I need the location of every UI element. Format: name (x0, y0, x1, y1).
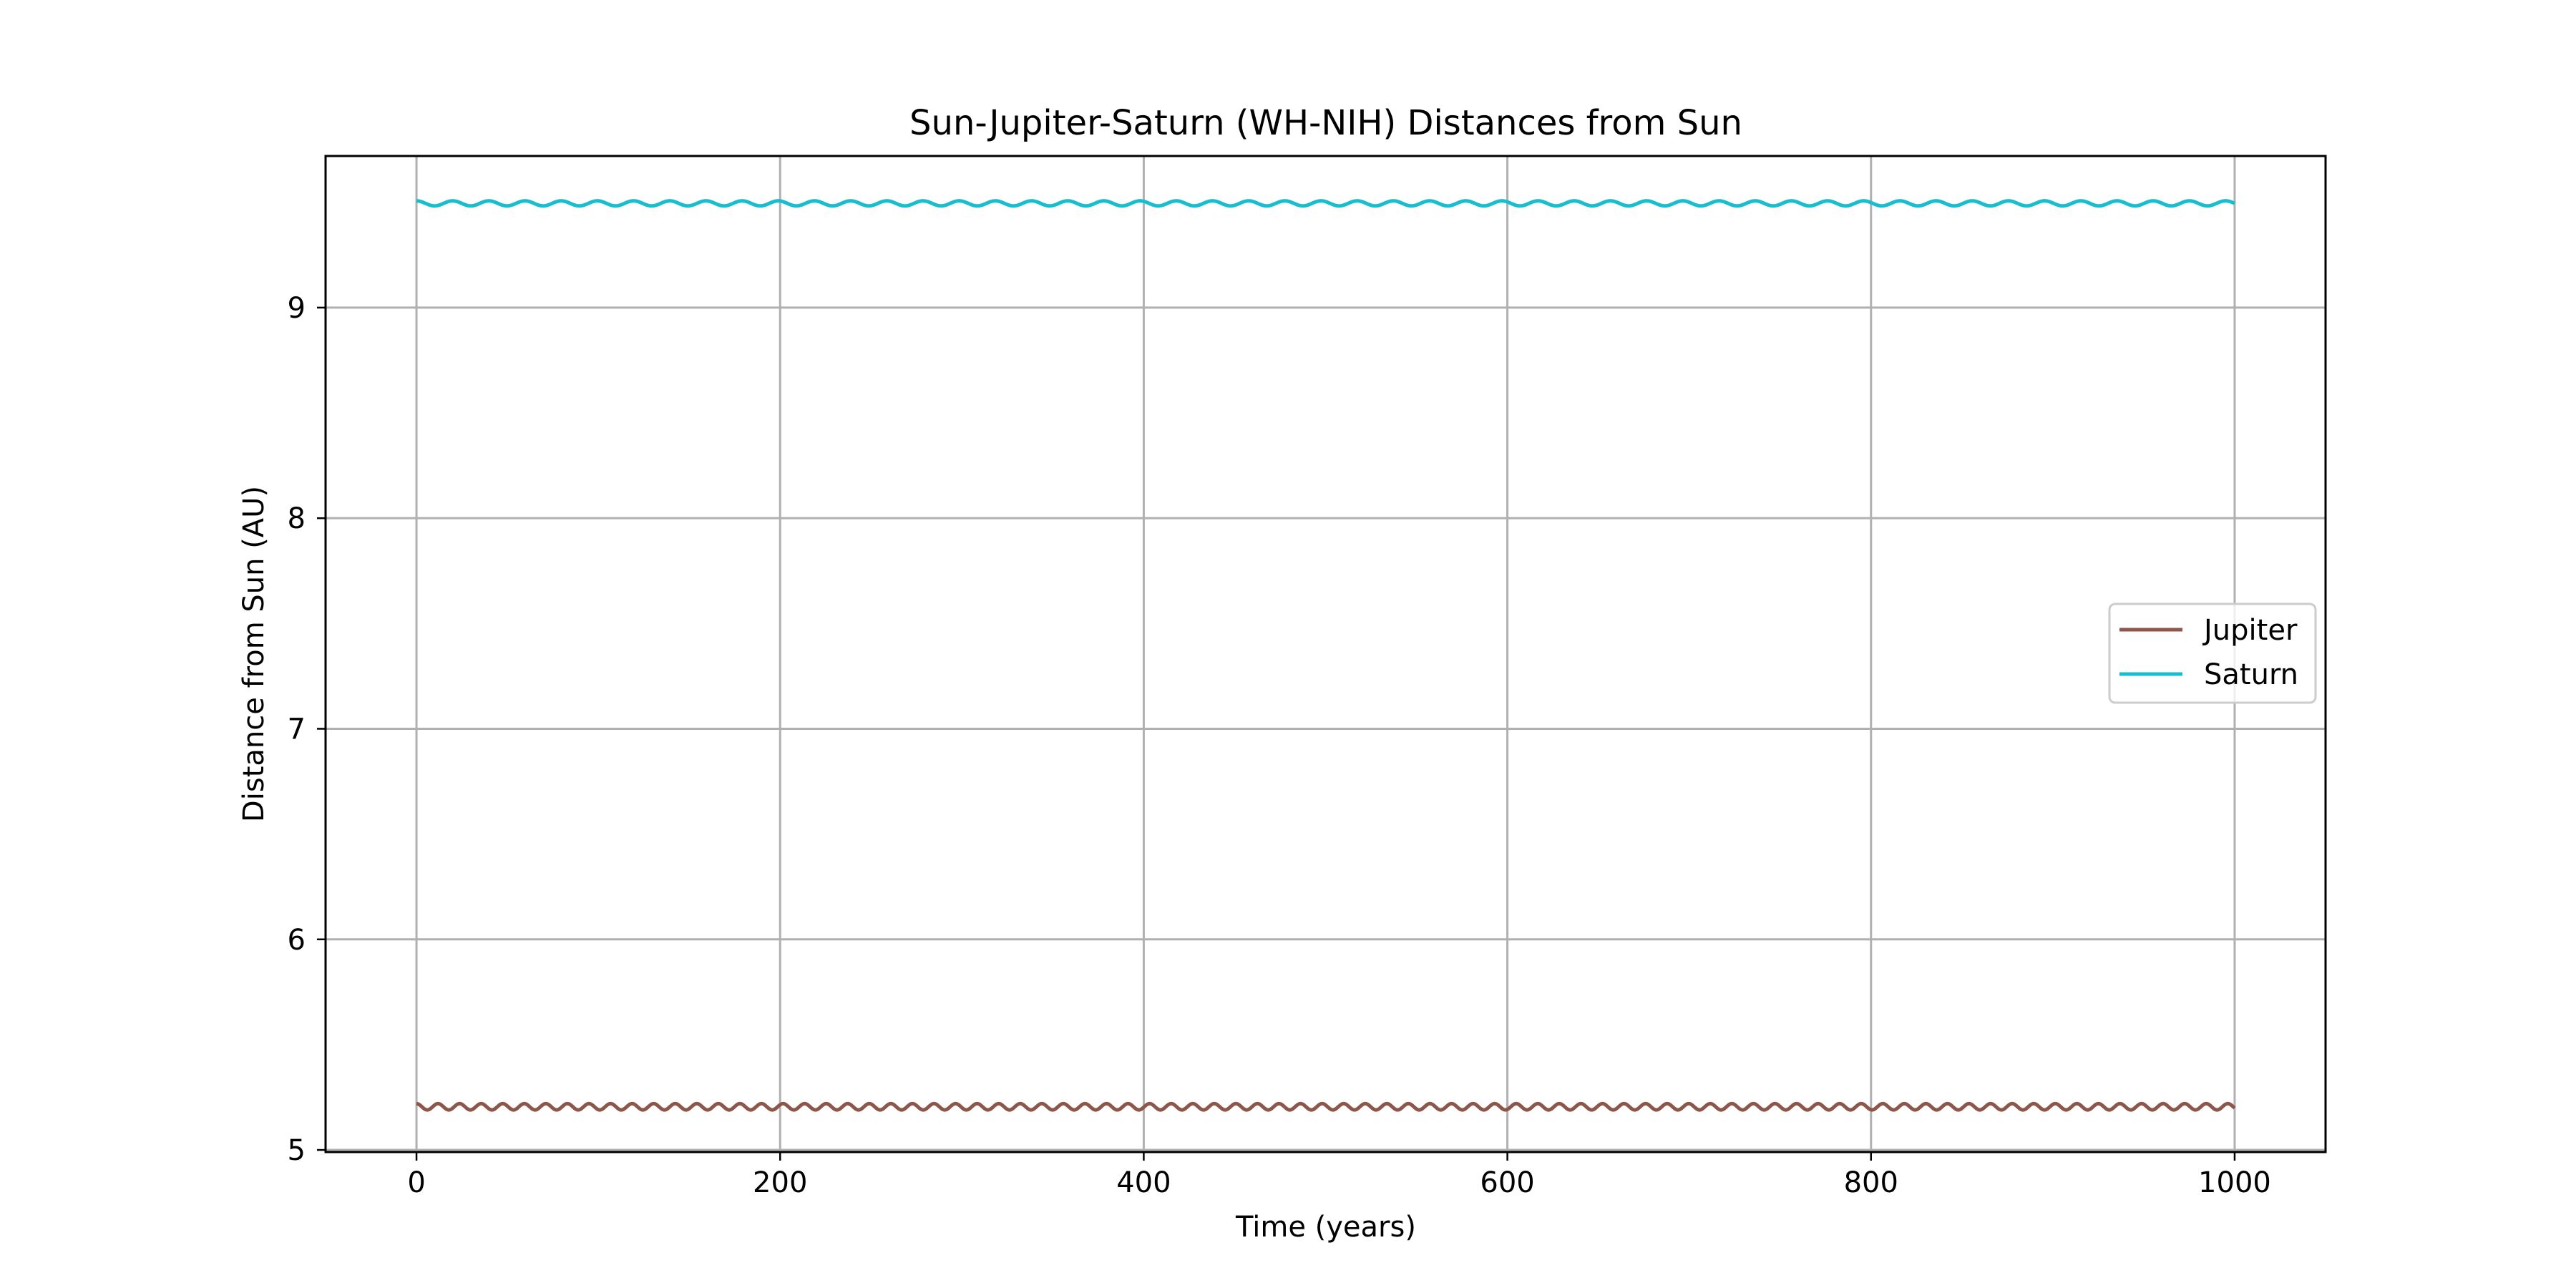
series-layer (415, 199, 2236, 1112)
chart-title: Sun-Jupiter-Saturn (WH-NIH) Distances fr… (909, 103, 1742, 143)
x-tick-label: 200 (753, 1166, 807, 1199)
y-axis-label: Distance from Sun (AU) (238, 486, 270, 822)
y-tick-label: 8 (288, 502, 306, 535)
series-line-jupiter (415, 1101, 2236, 1112)
x-tick-label: 0 (407, 1166, 425, 1199)
x-tick-label: 1000 (2198, 1166, 2271, 1199)
y-tick-label: 6 (288, 924, 306, 957)
ticks: 0 200 400 600 800 1000 5 6 7 8 9 (288, 292, 2271, 1199)
legend: Jupiter Saturn (2108, 602, 2317, 704)
grid (326, 156, 2326, 1152)
x-axis-label: Time (years) (1235, 1211, 1416, 1244)
legend-label-saturn: Saturn (2204, 658, 2298, 691)
legend-label-jupiter: Jupiter (2202, 614, 2298, 647)
x-tick-label: 400 (1116, 1166, 1171, 1199)
x-tick-label: 600 (1480, 1166, 1534, 1199)
y-tick-label: 9 (288, 292, 306, 325)
series-line-saturn (415, 199, 2236, 208)
x-tick-label: 800 (1844, 1166, 1898, 1199)
y-tick-label: 7 (288, 713, 306, 746)
y-tick-label: 5 (288, 1134, 306, 1167)
plot-frame (324, 155, 2327, 1153)
